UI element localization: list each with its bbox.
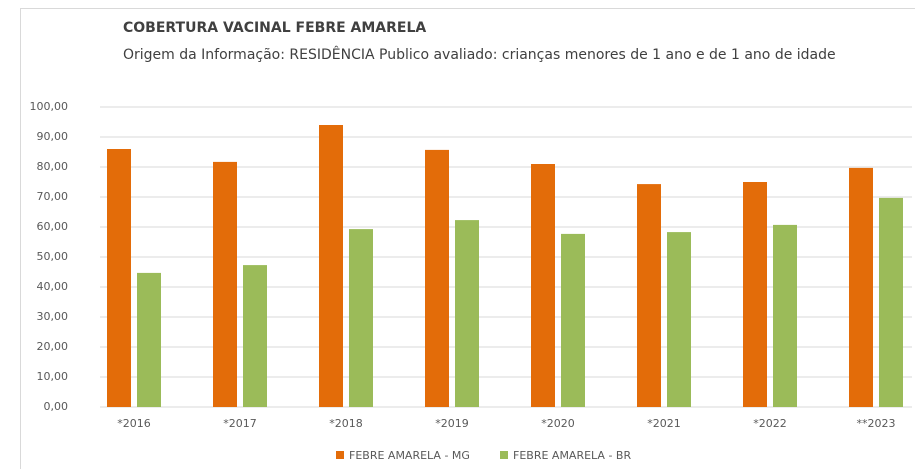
bar (849, 167, 873, 407)
y-tick-label: 40,00 (37, 280, 69, 293)
legend-label: FEBRE AMARELA - BR (513, 449, 631, 462)
chart-subtitle: Origem da Informação: RESIDÊNCIA Publico… (123, 47, 836, 63)
bar (637, 184, 661, 407)
chart-title: COBERTURA VACINAL FEBRE AMARELA (123, 20, 427, 36)
y-tick-label: 50,00 (37, 250, 69, 263)
bar (349, 229, 373, 407)
x-tick-label: *2018 (329, 417, 363, 430)
x-tick-label: *2020 (541, 417, 575, 430)
bar (455, 220, 479, 407)
bar (107, 149, 131, 407)
bar (561, 233, 585, 407)
y-tick-label: 30,00 (37, 310, 69, 323)
x-tick-label: *2017 (223, 417, 257, 430)
chart-frame (20, 8, 915, 469)
bar (879, 197, 903, 407)
bar (531, 164, 555, 407)
x-tick-label: *2021 (647, 417, 681, 430)
legend-swatch (336, 451, 344, 459)
x-tick-label: *2016 (117, 417, 151, 430)
y-tick-label: 10,00 (37, 370, 69, 383)
bar (137, 272, 161, 407)
y-tick-label: 20,00 (37, 340, 69, 353)
y-tick-label: 70,00 (37, 190, 69, 203)
x-tick-label: **2023 (857, 417, 896, 430)
y-tick-label: 0,00 (44, 400, 69, 413)
y-tick-label: 80,00 (37, 160, 69, 173)
x-tick-label: *2022 (753, 417, 787, 430)
legend-swatch (500, 451, 508, 459)
bar (319, 125, 343, 407)
bar (743, 182, 767, 407)
x-tick-label: *2019 (435, 417, 469, 430)
bar (213, 161, 237, 407)
legend-label: FEBRE AMARELA - MG (349, 449, 470, 462)
bar (667, 232, 691, 407)
y-tick-label: 100,00 (30, 100, 69, 113)
bar (243, 265, 267, 407)
bar (773, 224, 797, 407)
y-tick-label: 60,00 (37, 220, 69, 233)
bar (425, 149, 449, 407)
y-tick-label: 90,00 (37, 130, 69, 143)
